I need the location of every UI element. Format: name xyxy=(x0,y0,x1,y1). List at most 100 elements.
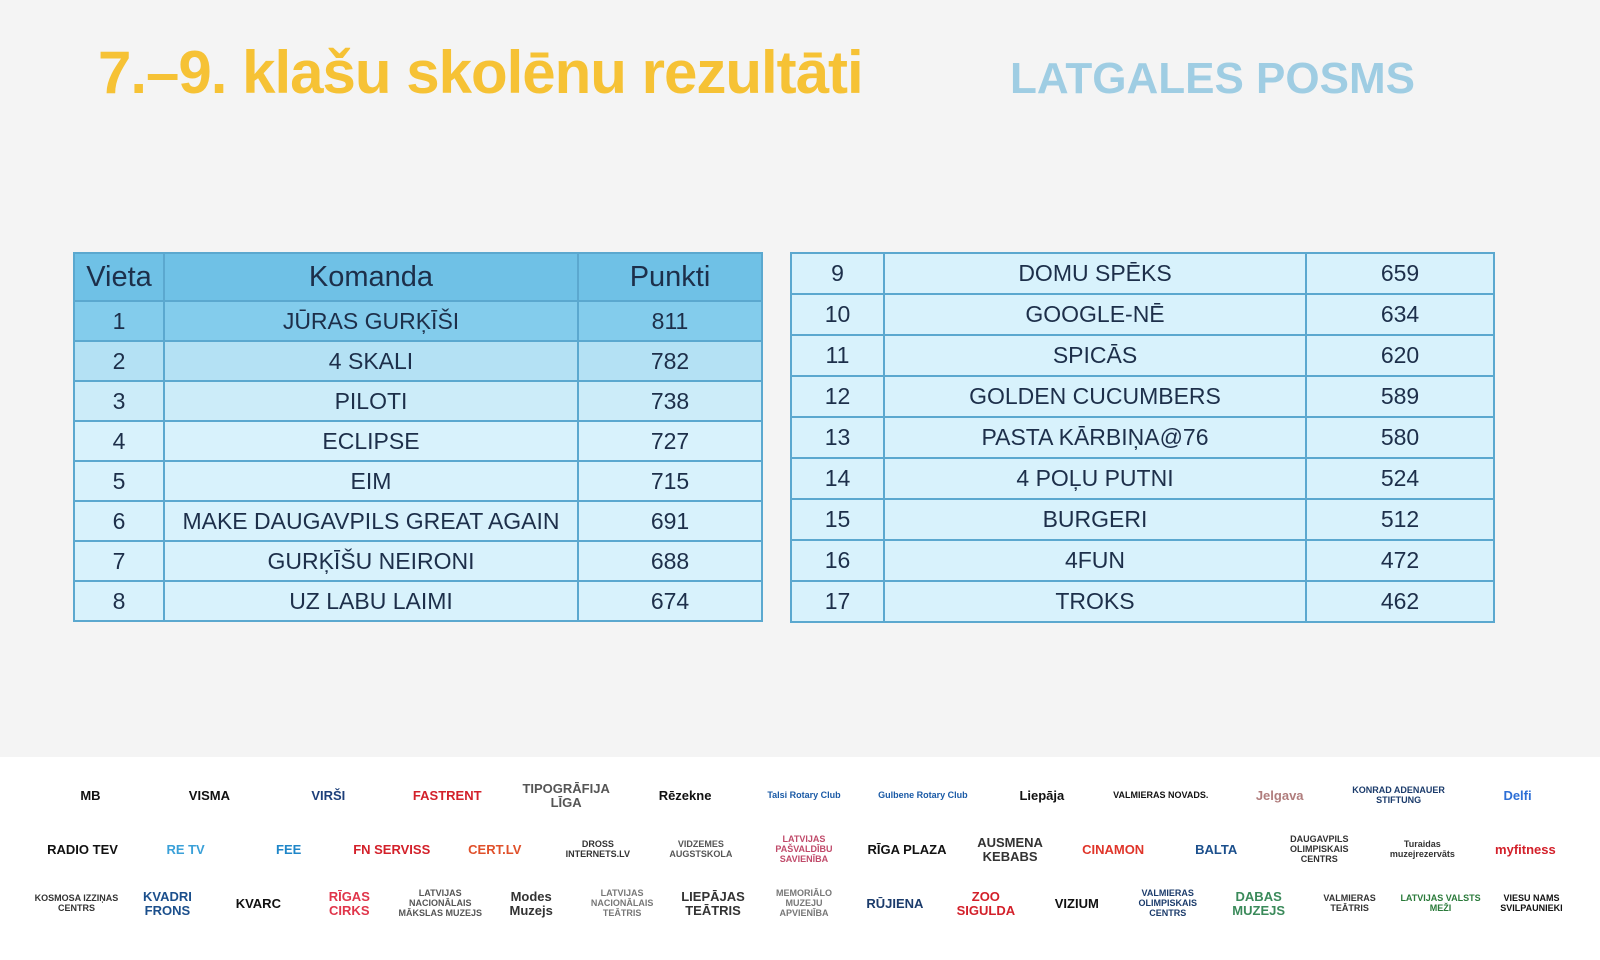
sponsor-logo: BALTA xyxy=(1195,841,1238,857)
cell-team: 4 POĻU PUTNI xyxy=(883,457,1307,500)
sponsor-logo: Talsi Rotary Club xyxy=(767,790,841,801)
sponsor-logo: VIZIUM xyxy=(1054,895,1099,911)
sponsor-logo: MB xyxy=(80,787,101,803)
sponsor-logo: TIPOGRĀFIJA LĪGA xyxy=(522,780,610,810)
cell-team: EIM xyxy=(163,460,579,502)
cell-place: 2 xyxy=(73,340,165,382)
cell-team: MAKE DAUGAVPILS GREAT AGAIN xyxy=(163,500,579,542)
sponsor-logo: Gulbene Rotary Club xyxy=(878,790,968,801)
sponsor-logo: Turaidas muzejrezervāts xyxy=(1389,839,1455,859)
cell-team: BURGERI xyxy=(883,498,1307,541)
cell-points: 659 xyxy=(1305,252,1495,295)
table-row: 6 MAKE DAUGAVPILS GREAT AGAIN 691 xyxy=(73,500,763,542)
table-row: 10 GOOGLE-NĒ 634 xyxy=(790,293,1495,336)
cell-place: 5 xyxy=(73,460,165,502)
header-punkti: Punkti xyxy=(577,252,763,302)
results-table-left: Vieta Komanda Punkti 1 JŪRAS GURĶĪŠI 811 2 4… xyxy=(73,252,763,622)
sponsor-logo: VIESU NAMS SVILPAUNIEKI xyxy=(1500,893,1563,913)
cell-team: GOOGLE-NĒ xyxy=(883,293,1307,336)
sponsor-row: KOSMOSA IZZIŅAS CENTRS KVADRI FRONS KVARC R… xyxy=(34,879,1574,929)
cell-points: 688 xyxy=(577,540,763,582)
table-row: 7 GURĶĪŠU NEIRONI 688 xyxy=(73,540,763,582)
sponsor-logo: FASTRENT xyxy=(412,787,482,803)
cell-place: 10 xyxy=(790,293,885,336)
cell-team: GOLDEN CUCUMBERS xyxy=(883,375,1307,418)
sponsor-logo: RĪGA PLAZA xyxy=(867,841,947,857)
cell-place: 15 xyxy=(790,498,885,541)
cell-team: ECLIPSE xyxy=(163,420,579,462)
cell-points: 691 xyxy=(577,500,763,542)
cell-place: 1 xyxy=(73,300,165,342)
sponsor-logo: FN SERVISS xyxy=(353,841,431,857)
table-row: 16 4FUN 472 xyxy=(790,539,1495,582)
cell-place: 11 xyxy=(790,334,885,377)
cell-points: 727 xyxy=(577,420,763,462)
sponsor-logo: RĪGAS CIRKS xyxy=(328,888,370,918)
sponsor-logo: DABAS MUZEJS xyxy=(1232,888,1286,918)
sponsor-logo: myfitness xyxy=(1495,841,1556,857)
cell-place: 14 xyxy=(790,457,885,500)
sponsor-logo: KONRAD ADENAUER STIFTUNG xyxy=(1352,785,1445,805)
table-row: 4 ECLIPSE 727 xyxy=(73,420,763,462)
sponsor-logo: FEE xyxy=(276,841,302,857)
cell-place: 17 xyxy=(790,580,885,623)
table-row: 1 JŪRAS GURĶĪŠI 811 xyxy=(73,300,763,342)
sponsor-logo: LATVIJAS NACIONĀLAIS TEĀTRIS xyxy=(590,888,654,918)
table-row: 13 PASTA KĀRBIŅA@76 580 xyxy=(790,416,1495,459)
sponsor-logo: RADIO TEV xyxy=(47,841,118,857)
sponsor-logo: AUSMENA KEBABS xyxy=(977,834,1043,864)
sponsor-logo: ZOO SIGULDA xyxy=(956,888,1016,918)
sponsor-logo: CERT.LV xyxy=(468,841,522,857)
cell-place: 13 xyxy=(790,416,885,459)
cell-place: 6 xyxy=(73,500,165,542)
cell-place: 4 xyxy=(73,420,165,462)
cell-points: 462 xyxy=(1305,580,1495,623)
header-vieta: Vieta xyxy=(73,252,165,302)
sponsor-logo: CINAMON xyxy=(1082,841,1145,857)
sponsor-logo: RŪJIENA xyxy=(866,895,924,911)
page-title: 7.–9. klašu skolēnu rezultāti xyxy=(98,39,864,106)
sponsor-logo: VALMIERAS TEĀTRIS xyxy=(1323,893,1376,913)
sponsor-logo: KOSMOSA IZZIŅAS CENTRS xyxy=(34,893,119,913)
sponsor-logo: VISMA xyxy=(188,787,230,803)
cell-team: TROKS xyxy=(883,580,1307,623)
sponsor-row: RADIO TEV RE TV FEE FN SERVISS CERT.LV DROSS … xyxy=(34,825,1574,875)
cell-team: SPICĀS xyxy=(883,334,1307,377)
header-komanda: Komanda xyxy=(163,252,579,302)
cell-team: PILOTI xyxy=(163,380,579,422)
sponsor-logo: LATVIJAS NACIONĀLAIS MĀKSLAS MUZEJS xyxy=(398,888,482,918)
table-row: 17 TROKS 462 xyxy=(790,580,1495,623)
sponsor-logo: VIDZEMES AUGSTSKOLA xyxy=(669,839,733,859)
cell-points: 738 xyxy=(577,380,763,422)
sponsor-row: MB VISMA VIRŠI FASTRENT TIPOGRĀFIJA LĪGA Rēze… xyxy=(34,771,1574,821)
cell-team: GURĶĪŠU NEIRONI xyxy=(163,540,579,582)
sponsor-logo: DROSS INTERNETS.LV xyxy=(565,839,631,859)
sponsor-logo: VIRŠI xyxy=(311,787,346,803)
table-row: 3 PILOTI 738 xyxy=(73,380,763,422)
cell-points: 634 xyxy=(1305,293,1495,336)
cell-points: 811 xyxy=(577,300,763,342)
cell-points: 580 xyxy=(1305,416,1495,459)
cell-place: 8 xyxy=(73,580,165,622)
sponsor-logo: VALMIERAS OLIMPISKAIS CENTRS xyxy=(1138,888,1197,918)
page-subtitle: LATGALES POSMS xyxy=(1010,54,1415,103)
sponsor-logo: VALMIERAS NOVADS. xyxy=(1113,790,1209,801)
cell-place: 12 xyxy=(790,375,885,418)
table-header: Vieta Komanda Punkti xyxy=(73,252,763,302)
table-row: 11 SPICĀS 620 xyxy=(790,334,1495,377)
cell-points: 524 xyxy=(1305,457,1495,500)
sponsor-logo: Liepāja xyxy=(1019,787,1065,803)
cell-team: DOMU SPĒKS xyxy=(883,252,1307,295)
sponsor-logo: LIEPĀJAS TEĀTRIS xyxy=(681,888,745,918)
cell-points: 715 xyxy=(577,460,763,502)
cell-points: 589 xyxy=(1305,375,1495,418)
cell-team: 4 SKALI xyxy=(163,340,579,382)
cell-team: PASTA KĀRBIŅA@76 xyxy=(883,416,1307,459)
sponsor-logos: MB VISMA VIRŠI FASTRENT TIPOGRĀFIJA LĪGA Rēze… xyxy=(0,757,1600,960)
table-row: 14 4 POĻU PUTNI 524 xyxy=(790,457,1495,500)
cell-points: 620 xyxy=(1305,334,1495,377)
sponsor-logo: MEMORIĀLO MUZEJU APVIENĪBA xyxy=(775,888,832,918)
sponsor-logo: DAUGAVPILS OLIMPISKAIS CENTRS xyxy=(1290,834,1349,864)
cell-team: 4FUN xyxy=(883,539,1307,582)
